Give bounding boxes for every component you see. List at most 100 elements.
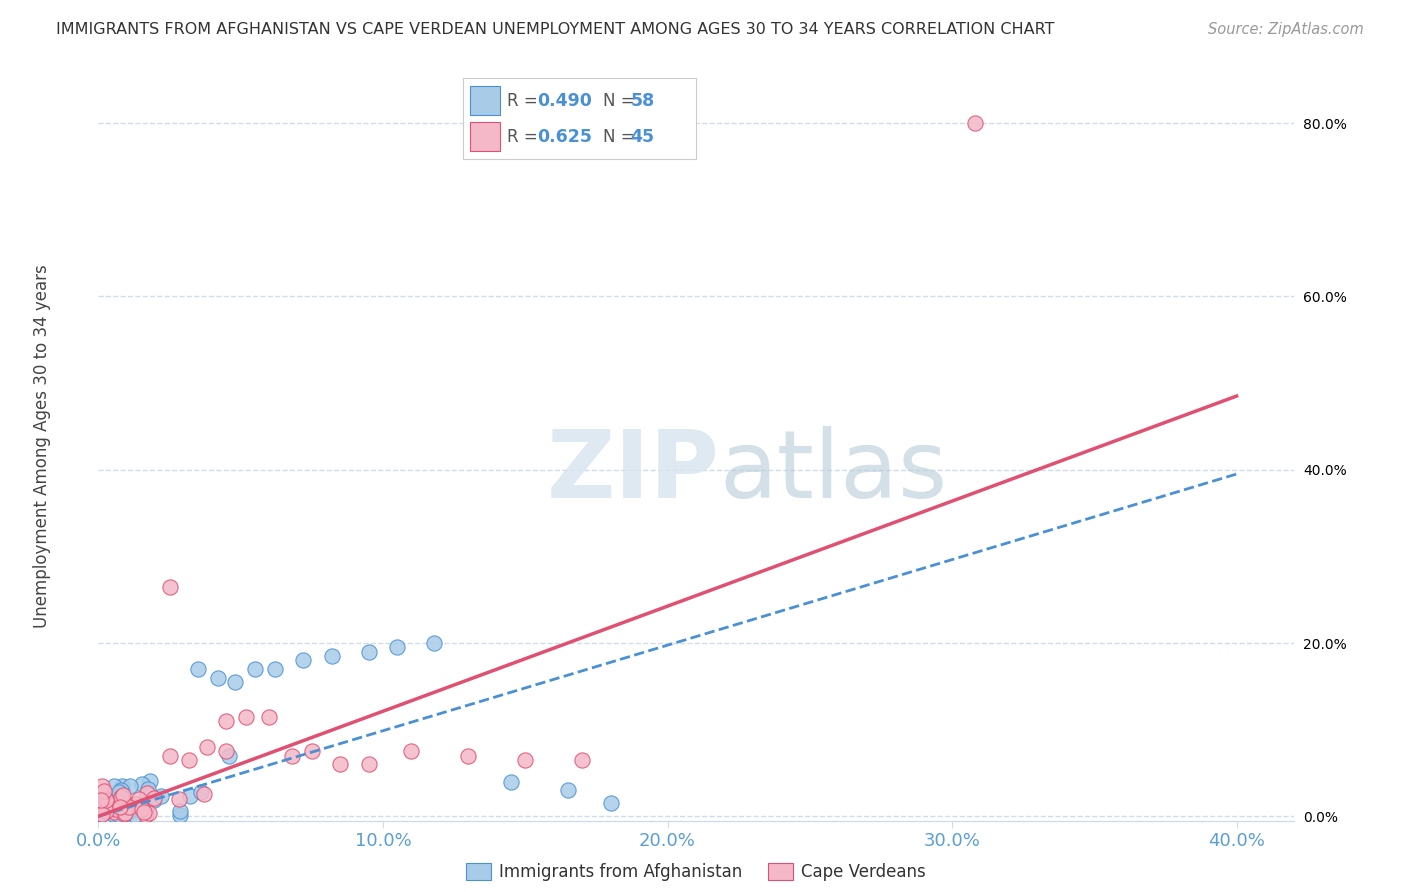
Point (96, 791, 118, 805)
Point (103, 797, 125, 812)
Point (357, 645, 380, 659)
Point (235, 709, 257, 723)
Point (108, 808, 131, 822)
Point (135, 808, 157, 822)
Point (90, 799, 112, 814)
Point (385, 640, 409, 655)
Point (257, 709, 280, 723)
Point (131, 777, 153, 791)
Point (94, 804, 117, 818)
Point (187, 662, 209, 676)
Point (139, 774, 162, 789)
Point (117, 806, 139, 821)
Point (557, 783, 579, 797)
Point (118, 779, 141, 793)
Point (169, 808, 191, 822)
Point (281, 748, 304, 763)
Text: Unemployment Among Ages 30 to 34 years: Unemployment Among Ages 30 to 34 years (34, 264, 51, 628)
Point (127, 797, 149, 811)
Point (218, 748, 240, 763)
Point (215, 744, 238, 758)
Point (111, 782, 134, 797)
Text: Source: ZipAtlas.com: Source: ZipAtlas.com (1208, 22, 1364, 37)
Point (190, 784, 212, 798)
Point (103, 799, 125, 814)
Point (131, 802, 153, 816)
Point (292, 653, 315, 667)
Point (108, 805, 131, 819)
Point (94, 793, 117, 807)
Point (98, 796, 121, 810)
Point (93, 784, 115, 798)
Point (90, 801, 112, 815)
Point (515, 753, 537, 767)
Point (179, 753, 201, 767)
Point (329, 757, 352, 772)
Point (111, 779, 134, 793)
Point (107, 808, 129, 822)
Point (207, 671, 229, 685)
Point (138, 782, 160, 797)
Point (110, 795, 132, 809)
Point (193, 787, 215, 801)
Point (110, 790, 132, 805)
Point (149, 789, 172, 803)
Text: IMMIGRANTS FROM AFGHANISTAN VS CAPE VERDEAN UNEMPLOYMENT AMONG AGES 30 TO 34 YEA: IMMIGRANTS FROM AFGHANISTAN VS CAPE VERD… (56, 22, 1054, 37)
Point (110, 783, 132, 797)
Point (105, 801, 128, 815)
Point (457, 748, 479, 763)
Point (499, 774, 522, 789)
Point (142, 791, 165, 805)
Point (103, 779, 125, 793)
Point (91, 796, 114, 810)
Point (963, 116, 986, 130)
Point (124, 797, 146, 811)
Point (108, 787, 131, 801)
Point (215, 714, 238, 728)
Point (90, 793, 112, 807)
Point (90, 800, 112, 814)
Point (98, 804, 121, 818)
Point (263, 662, 285, 676)
Point (195, 739, 218, 754)
Point (224, 675, 246, 690)
Point (357, 757, 380, 772)
Point (103, 806, 125, 821)
Point (108, 785, 131, 799)
Point (143, 793, 166, 807)
Point (599, 797, 621, 811)
Point (169, 792, 191, 806)
Point (169, 804, 191, 818)
Point (91, 807, 114, 822)
Legend: Immigrants from Afghanistan, Cape Verdeans: Immigrants from Afghanistan, Cape Verdea… (460, 856, 932, 888)
Point (114, 807, 136, 822)
Point (321, 648, 343, 663)
Point (114, 802, 136, 816)
Point (90, 806, 112, 821)
Point (159, 748, 181, 763)
Point (114, 803, 136, 817)
Point (423, 636, 446, 650)
Point (124, 808, 146, 822)
Point (128, 792, 150, 806)
Point (112, 805, 135, 819)
Point (118, 800, 141, 814)
Point (91, 779, 114, 793)
Point (96, 797, 118, 811)
Point (96, 798, 118, 813)
Point (103, 805, 125, 819)
Point (135, 803, 157, 817)
Point (401, 744, 423, 758)
Point (114, 806, 136, 821)
Text: ZIP: ZIP (547, 425, 720, 518)
Point (100, 797, 122, 812)
Point (125, 802, 148, 816)
Point (136, 786, 159, 800)
Point (571, 753, 593, 767)
Point (111, 789, 134, 803)
Point (100, 803, 122, 817)
Point (98, 798, 121, 813)
Point (159, 580, 181, 594)
Point (243, 662, 266, 676)
Point (132, 805, 155, 820)
